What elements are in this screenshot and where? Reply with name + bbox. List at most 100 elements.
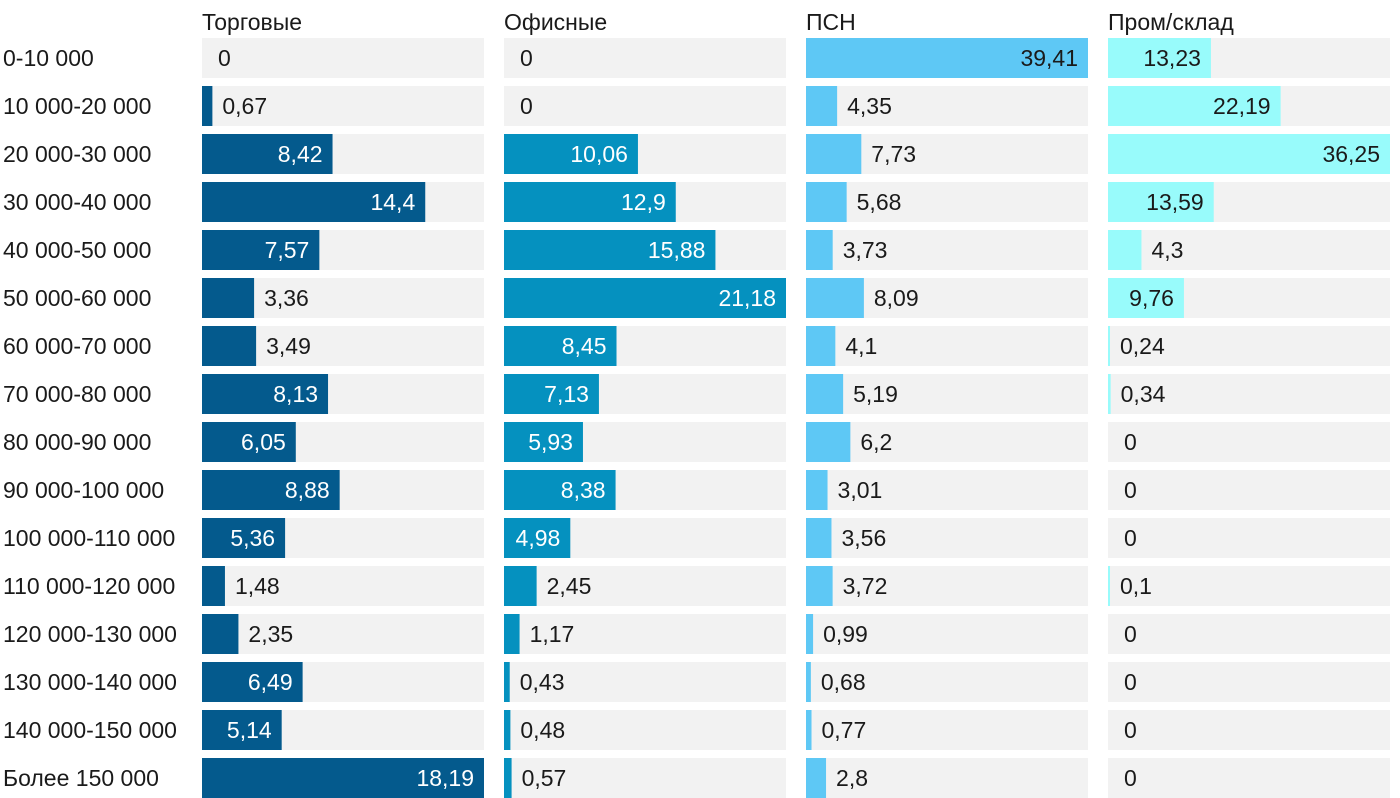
bar [202, 710, 282, 750]
value-label: 12,9 [621, 189, 666, 215]
value-label: 3,73 [843, 237, 888, 263]
bar [1108, 182, 1214, 222]
value-label: 2,8 [836, 765, 868, 791]
value-label: 0 [1124, 429, 1137, 455]
bar [806, 182, 847, 222]
bar-track [1108, 326, 1390, 366]
category-label: Более 150 000 [3, 765, 159, 791]
bar [806, 758, 827, 798]
bar [202, 374, 329, 414]
bar-track [1108, 758, 1390, 798]
bar [202, 278, 255, 318]
value-label: 4,3 [1151, 237, 1183, 263]
category-label: 80 000-90 000 [3, 429, 151, 455]
bar [806, 422, 851, 462]
value-label: 1,17 [530, 621, 575, 647]
bar-track [1108, 662, 1390, 702]
bar [504, 230, 716, 270]
value-label: 3,01 [838, 477, 883, 503]
value-label: 15,88 [648, 237, 706, 263]
value-label: 0 [1124, 765, 1137, 791]
bar [202, 662, 303, 702]
bar-track [806, 86, 1088, 126]
series-panel: Офисные 0 0 10,06 12,9 15,88 21,18 8,45 7,13 5,93… [504, 9, 786, 798]
bar [1108, 326, 1110, 366]
bar [806, 326, 836, 366]
value-label: 4,98 [516, 525, 561, 551]
bar [504, 422, 583, 462]
bar-track [504, 614, 786, 654]
bar-track [1108, 518, 1390, 558]
value-label: 22,19 [1213, 93, 1271, 119]
bar [806, 470, 828, 510]
bar-track [1108, 422, 1390, 462]
series-title: Офисные [504, 9, 607, 35]
bar-track [504, 710, 786, 750]
bar [202, 566, 225, 606]
category-label: 110 000-120 000 [3, 573, 175, 599]
bar-track [806, 422, 1088, 462]
bar [1108, 566, 1110, 606]
value-label: 8,13 [273, 381, 318, 407]
bar [202, 230, 320, 270]
bar [504, 470, 616, 510]
bar-track [806, 230, 1088, 270]
value-label: 18,19 [416, 765, 474, 791]
value-label: 0 [1124, 717, 1137, 743]
value-label: 5,19 [853, 381, 898, 407]
bar-track [1108, 566, 1390, 606]
bar [504, 278, 786, 318]
bar-track [504, 38, 786, 78]
bar-track [1108, 614, 1390, 654]
bar [504, 182, 676, 222]
bar [504, 710, 511, 750]
value-label: 8,38 [561, 477, 606, 503]
value-label: 8,88 [285, 477, 330, 503]
value-label: 8,42 [278, 141, 323, 167]
value-label: 6,2 [860, 429, 892, 455]
value-label: 5,68 [857, 189, 902, 215]
category-label: 70 000-80 000 [3, 381, 151, 407]
bar-track [504, 662, 786, 702]
bar [806, 278, 864, 318]
bar [806, 38, 1088, 78]
bar [806, 374, 844, 414]
category-label: 0-10 000 [3, 45, 94, 71]
value-label: 2,35 [248, 621, 293, 647]
value-label: 0,1 [1120, 573, 1152, 599]
value-label: 5,14 [227, 717, 272, 743]
series-title: ПСН [806, 9, 856, 35]
bar [202, 470, 340, 510]
category-label: 40 000-50 000 [3, 237, 151, 263]
series-title: Пром/склад [1108, 9, 1234, 35]
series-panel: ПСН 39,41 4,35 7,73 5,68 3,73 8,09 4,1 5,19 6,2 3,… [806, 9, 1088, 798]
bar [1108, 230, 1142, 270]
category-label: 140 000-150 000 [3, 717, 177, 743]
value-label: 6,49 [248, 669, 293, 695]
value-label: 36,25 [1322, 141, 1380, 167]
bar [202, 422, 296, 462]
value-label: 2,45 [547, 573, 592, 599]
bar [806, 662, 811, 702]
value-label: 0,34 [1121, 381, 1166, 407]
bar [1108, 374, 1111, 414]
value-label: 8,09 [874, 285, 919, 311]
bar [504, 758, 512, 798]
category-label: 120 000-130 000 [3, 621, 177, 647]
bar [1108, 278, 1184, 318]
bar [202, 134, 333, 174]
category-label: 20 000-30 000 [3, 141, 151, 167]
bar-track [806, 470, 1088, 510]
bar [806, 614, 814, 654]
value-label: 0,67 [222, 93, 267, 119]
bar [504, 134, 638, 174]
value-label: 8,45 [562, 333, 607, 359]
category-label: 30 000-40 000 [3, 189, 151, 215]
value-label: 0 [520, 93, 533, 119]
category-label: 10 000-20 000 [3, 93, 151, 119]
value-label: 6,05 [241, 429, 286, 455]
bar-track [806, 374, 1088, 414]
value-label: 13,59 [1146, 189, 1204, 215]
value-label: 5,36 [230, 525, 275, 551]
